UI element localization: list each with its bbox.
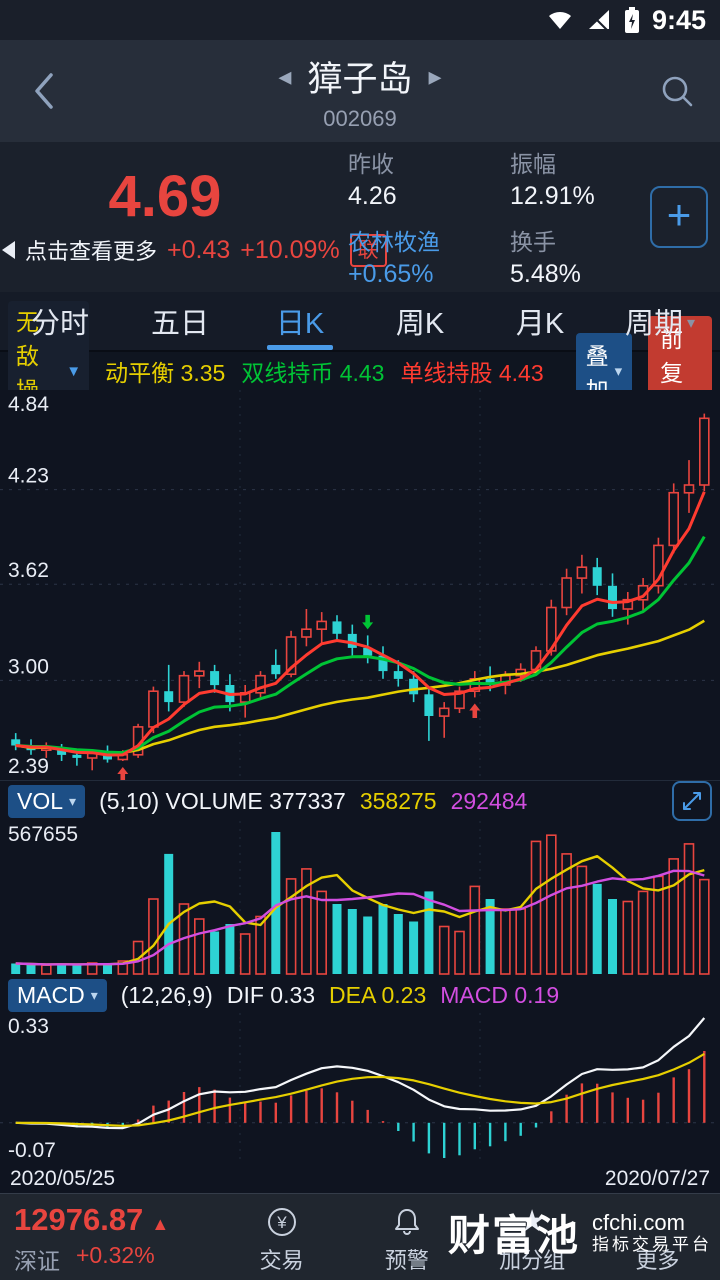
tab-fenshi[interactable]: 分时 <box>30 308 89 340</box>
volume-max-label: 567655 <box>8 823 79 846</box>
tab-rik[interactable]: 日K <box>240 292 360 350</box>
expand-icon <box>681 790 703 812</box>
quote-panel: 4.69 点击查看更多 +0.43 +10.09% 联 昨收 4.26 振幅 1… <box>0 142 720 292</box>
field-prev-close: 昨收 4.26 <box>348 151 397 210</box>
tab-zhouqi-dropdown[interactable]: 周期 ▾ <box>624 308 696 340</box>
chevron-left-icon <box>25 67 61 115</box>
volume-params: (5,10) VOLUME 377337 <box>99 787 346 814</box>
chevron-down-icon: ▾ <box>90 986 98 1003</box>
macd-min-label: -0.07 <box>8 1139 56 1162</box>
index-value: 12976.87 <box>14 1202 144 1237</box>
battery-icon <box>624 6 640 34</box>
svg-text:¥: ¥ <box>276 1213 287 1232</box>
header: ◂ 獐子岛 ▸ 002069 <box>0 40 720 142</box>
stock-title: 獐子岛 <box>307 59 413 99</box>
index-quote[interactable]: 12976.87 ▲ 深证 +0.32% <box>0 1202 219 1276</box>
marquee-triangle-icon <box>2 241 15 260</box>
indicator-bar: 无敌操盘 ▼ 动平衡 3.35 双线持币 4.43 单线持股 4.43 叠加 ▾… <box>0 301 720 441</box>
yen-circle-icon: ¥ <box>265 1204 299 1240</box>
stock-header: ◂ 獐子岛 ▸ 002069 <box>86 51 634 132</box>
bottom-nav: 12976.87 ▲ 深证 +0.32% ¥ 交易 预警 ★ 加分组 <box>0 1193 720 1280</box>
volume-chart[interactable]: 567655 <box>0 821 720 977</box>
tab-zhouk[interactable]: 周K <box>395 308 445 340</box>
tab-yuek[interactable]: 月K <box>515 308 565 340</box>
price-block: 4.69 点击查看更多 +0.43 +10.09% 联 <box>0 164 387 267</box>
chevron-down-icon: ▾ <box>614 363 623 380</box>
prev-stock-arrow[interactable]: ◂ <box>278 60 292 91</box>
svg-text:2.39: 2.39 <box>8 755 49 778</box>
chevron-down-icon: ▾ <box>686 315 696 332</box>
candlestick-chart[interactable]: 4.84 4.23 3.62 3.00 2.39 <box>0 390 720 780</box>
index-name: 深证 <box>14 1248 60 1274</box>
field-sector[interactable]: 农林牧渔 +0.65% <box>348 229 440 288</box>
chevron-down-icon: ▼ <box>66 362 82 380</box>
volume-indicator-selector[interactable]: VOL ▾ <box>8 784 86 818</box>
signal-icon <box>586 7 612 33</box>
volume-svg <box>11 821 710 977</box>
macd-max-label: 0.33 <box>8 1015 49 1038</box>
price-change: +0.43 <box>167 235 231 264</box>
legend-danxianchigu: 单线持股 4.43 <box>400 360 544 386</box>
volume-header: VOL ▾ (5,10) VOLUME 377337 358275 292484 <box>0 780 720 821</box>
svg-text:4.23: 4.23 <box>8 465 49 488</box>
bell-icon <box>390 1204 424 1240</box>
nav-alert[interactable]: 预警 <box>344 1204 469 1275</box>
back-button[interactable] <box>0 67 86 115</box>
clock: 9:45 <box>651 4 706 35</box>
svg-text:4.84: 4.84 <box>8 393 49 416</box>
macd-header: MACD ▾ (12,26,9) DIF 0.33 DEA 0.23 MACD … <box>0 977 720 1013</box>
macd-svg <box>0 1013 720 1165</box>
lian-badge[interactable]: 联 <box>349 233 387 267</box>
plus-icon: + <box>666 191 692 238</box>
macd-value: MACD 0.19 <box>440 981 560 1008</box>
dif-value: DIF 0.33 <box>226 981 316 1008</box>
macd-chart[interactable]: 0.33 -0.07 <box>0 1013 720 1165</box>
tab-wuri[interactable]: 五日 <box>150 308 209 340</box>
up-triangle-icon: ▲ <box>151 1214 170 1234</box>
field-amplitude: 振幅 12.91% <box>510 151 595 210</box>
fullscreen-button[interactable] <box>672 781 712 821</box>
period-tabs: 分时 五日 日K 周K 月K 周期 ▾ <box>0 292 720 352</box>
more-hint[interactable]: 点击查看更多 <box>25 239 158 265</box>
macd-params: (12,26,9) <box>120 981 213 1008</box>
date-axis: 2020/05/25 2020/07/27 <box>0 1165 720 1193</box>
candlestick-svg: 4.84 4.23 3.62 3.00 2.39 <box>0 390 720 780</box>
nav-add-group[interactable]: ★ 加分组 <box>499 1204 566 1273</box>
svg-text:3.62: 3.62 <box>8 559 49 582</box>
volume-ma5-value: 358275 <box>359 787 437 814</box>
field-turnover: 换手 5.48% <box>510 229 581 288</box>
legend-dongpingheng: 动平衡 3.35 <box>105 360 226 386</box>
current-price: 4.69 <box>108 164 222 230</box>
index-change-pct: +0.32% <box>76 1242 155 1268</box>
quote-fields: 昨收 4.26 振幅 12.91% 农林牧渔 +0.65% 换手 5.48% <box>348 145 650 289</box>
wifi-icon <box>546 7 574 33</box>
search-button[interactable] <box>634 70 720 112</box>
end-date: 2020/07/27 <box>604 1167 710 1190</box>
stock-code: 002069 <box>323 105 397 131</box>
volume-ma10-value: 292484 <box>450 787 528 814</box>
chevron-down-icon: ▾ <box>69 792 77 809</box>
legend-shuangxianchibi: 双线持币 4.43 <box>241 360 385 386</box>
star-icon: ★ <box>518 1204 546 1238</box>
active-tab-underline <box>267 345 333 350</box>
next-stock-arrow[interactable]: ▸ <box>428 60 442 91</box>
search-icon <box>656 70 698 112</box>
price-change-pct: +10.09% <box>240 235 340 264</box>
nav-more[interactable]: 更多 <box>635 1247 680 1273</box>
add-to-watchlist-button[interactable]: + <box>650 186 708 248</box>
start-date: 2020/05/25 <box>10 1167 116 1190</box>
nav-trade[interactable]: ¥ 交易 <box>219 1204 344 1275</box>
status-bar: 9:45 <box>0 0 720 40</box>
svg-text:3.00: 3.00 <box>8 655 49 678</box>
dea-value: DEA 0.23 <box>329 981 427 1008</box>
macd-indicator-selector[interactable]: MACD ▾ <box>8 978 107 1012</box>
